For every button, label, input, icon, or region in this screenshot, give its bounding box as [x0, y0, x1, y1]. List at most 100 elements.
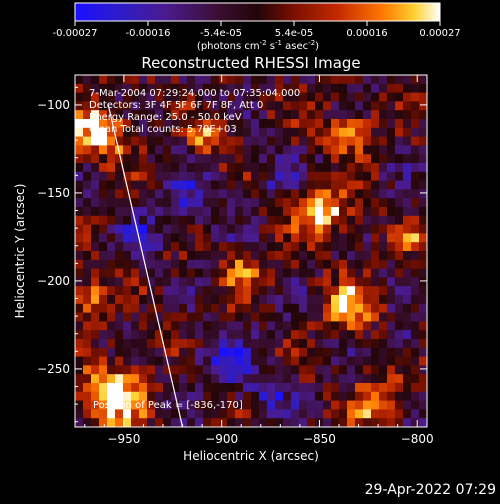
heatmap-cell	[147, 83, 156, 94]
heatmap-cell	[171, 321, 180, 331]
heatmap-cell	[283, 374, 292, 384]
heatmap-cell	[139, 127, 148, 138]
heatmap-cell	[315, 374, 324, 384]
heatmap-cell	[115, 215, 124, 226]
heatmap-cell	[411, 242, 420, 252]
heatmap-cell	[395, 383, 404, 393]
heatmap-cell	[163, 180, 172, 190]
heatmap-cell	[227, 233, 236, 243]
heatmap-cell	[155, 180, 164, 190]
heatmap-cell	[363, 383, 372, 393]
heatmap-cell	[243, 251, 252, 261]
heatmap-cell	[331, 180, 340, 190]
heatmap-cell	[147, 374, 156, 384]
heatmap-cell	[91, 242, 100, 252]
heatmap-cell	[219, 198, 228, 208]
heatmap-cell	[315, 127, 324, 138]
heatmap-cell	[323, 400, 332, 410]
heatmap-cell	[291, 207, 300, 217]
heatmap-cell	[323, 286, 332, 296]
heatmap-cell	[371, 356, 380, 366]
heatmap-cell	[251, 224, 260, 234]
heatmap-cell	[331, 295, 340, 305]
heatmap-cell	[75, 233, 84, 243]
heatmap-cell	[307, 330, 316, 340]
heatmap-cell	[339, 251, 348, 261]
heatmap-cell	[195, 127, 204, 138]
heatmap-cell	[347, 330, 356, 340]
heatmap-cell	[91, 127, 100, 138]
heatmap-cell	[419, 75, 427, 85]
heatmap-cell	[411, 233, 420, 243]
heatmap-cell	[75, 101, 84, 111]
heatmap-cell	[227, 163, 236, 173]
heatmap-cell	[131, 409, 140, 419]
heatmap-cell	[259, 145, 268, 155]
heatmap-cell	[203, 365, 212, 375]
heatmap-cell	[259, 374, 268, 384]
heatmap-cell	[387, 383, 396, 393]
heatmap-cell	[347, 83, 356, 94]
heatmap-cell	[251, 339, 260, 349]
heatmap-cell	[155, 347, 164, 358]
heatmap-cell	[331, 110, 340, 120]
heatmap-cell	[235, 259, 244, 270]
heatmap-cell	[315, 92, 324, 102]
heatmap-cell	[251, 154, 260, 164]
heatmap-cell	[187, 198, 196, 208]
heatmap-cell	[115, 127, 124, 138]
heatmap-cell	[315, 409, 324, 419]
heatmap-cell	[115, 356, 124, 366]
heatmap-cell	[83, 418, 92, 427]
heatmap-cell	[339, 347, 348, 358]
heatmap-cell	[371, 268, 380, 278]
heatmap-cell	[307, 119, 316, 129]
heatmap-cell	[419, 92, 427, 102]
heatmap-cell	[219, 259, 228, 270]
heatmap-cell	[187, 365, 196, 375]
heatmap-cell	[259, 171, 268, 182]
heatmap-cell	[251, 374, 260, 384]
heatmap-cell	[387, 391, 396, 402]
heatmap-cell	[123, 207, 132, 217]
heatmap-cell	[339, 233, 348, 243]
heatmap-cell	[363, 268, 372, 278]
heatmap-cell	[91, 259, 100, 270]
heatmap-cell	[355, 215, 364, 226]
heatmap-cell	[379, 259, 388, 270]
heatmap-cell	[147, 391, 156, 402]
heatmap-cell	[379, 339, 388, 349]
heatmap-cell	[131, 224, 140, 234]
heatmap-cell	[139, 136, 148, 146]
heatmap-cell	[171, 418, 180, 427]
heatmap-cell	[179, 136, 188, 146]
heatmap-cell	[299, 259, 308, 270]
heatmap-cell	[115, 251, 124, 261]
heatmap-cell	[363, 330, 372, 340]
heatmap-cell	[355, 277, 364, 287]
colorbar-tick-label: -5.4e-05	[200, 28, 242, 39]
heatmap-cell	[283, 347, 292, 358]
heatmap-cell	[107, 356, 116, 366]
heatmap-cell	[99, 356, 108, 366]
heatmap-cell	[99, 418, 108, 427]
heatmap-cell	[83, 277, 92, 287]
heatmap-cell	[363, 75, 372, 85]
heatmap-cell	[291, 189, 300, 199]
heatmap-cell	[411, 215, 420, 226]
heatmap-cell	[299, 119, 308, 129]
heatmap-cell	[243, 277, 252, 287]
heatmap-cell	[387, 303, 396, 314]
heatmap-cell	[235, 136, 244, 146]
heatmap-cell	[371, 145, 380, 155]
heatmap-cell	[267, 400, 276, 410]
heatmap-cell	[203, 92, 212, 102]
heatmap-cell	[195, 321, 204, 331]
heatmap-cell	[179, 312, 188, 322]
heatmap-cell	[331, 365, 340, 375]
heatmap-cell	[267, 295, 276, 305]
heatmap-cell	[251, 180, 260, 190]
heatmap-cell	[331, 136, 340, 146]
heatmap-cell	[283, 356, 292, 366]
heatmap-cell	[203, 321, 212, 331]
